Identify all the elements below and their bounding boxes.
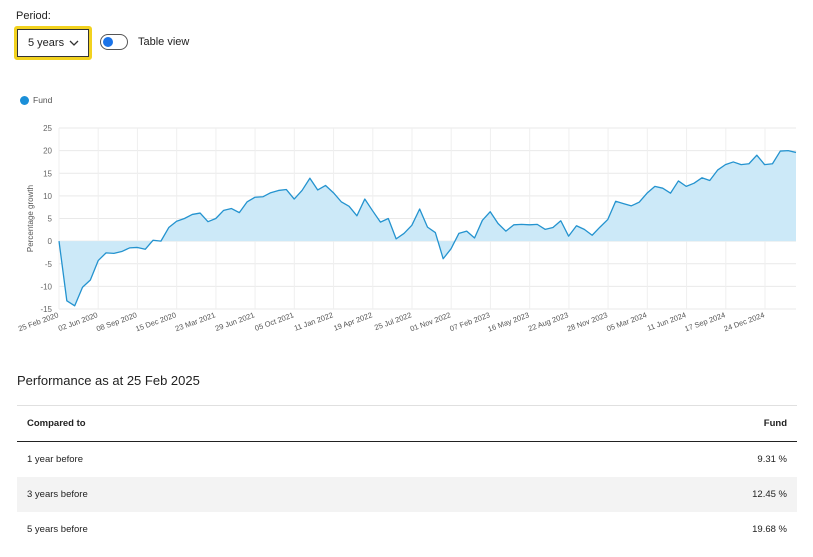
y-tick-label: 10 [43,192,52,201]
chart-grid [58,127,796,310]
period-select-value: 5 years [28,37,65,49]
select-border [17,29,89,57]
column-header-fund: Fund [763,418,787,429]
x-tick-label: 24 Dec 2024 [723,310,766,333]
performance-table: Compared to Fund 1 year before 9.31 % 3 … [17,405,797,547]
x-tick-label: 19 Apr 2022 [332,310,373,332]
performance-title: Performance as at 25 Feb 2025 [17,373,200,388]
column-header-compared-to: Compared to [27,418,86,429]
y-tick-label: -10 [40,282,52,291]
row-label: 5 years before [27,524,88,535]
legend-label-fund: Fund [33,95,53,105]
x-tick-label: 02 Jun 2020 [57,310,99,333]
x-tick-label: 15 Dec 2020 [134,310,177,333]
series-line-fund [58,149,797,307]
series-area-fund [59,150,796,306]
x-tick-label: 07 Feb 2023 [448,310,491,333]
table-row: 5 years before 19.68 % [17,512,797,547]
table-view-label: Table view [138,36,190,48]
period-select[interactable]: 5 years [14,26,92,60]
row-value: 9.31 % [757,454,787,465]
x-tick-label: 25 Feb 2020 [17,310,60,333]
x-tick-label: 23 Mar 2021 [174,310,217,333]
x-tick-label: 11 Jun 2024 [646,310,687,332]
y-tick-label: 20 [43,147,52,156]
x-tick-label: 17 Sep 2024 [683,310,726,333]
y-tick-label: 0 [48,237,53,246]
y-tick-label: -15 [40,305,52,314]
chart-series [58,149,797,307]
x-tick-label: 28 Nov 2023 [566,310,609,333]
legend-swatch-fund [20,95,29,105]
row-value: 19.68 % [752,524,787,535]
row-value: 12.45 % [752,489,787,500]
toggle-knob [102,36,113,47]
x-tick-label: 05 Oct 2021 [254,310,295,332]
y-tick-label: 5 [48,215,53,224]
x-tick-label: 05 Mar 2024 [605,310,648,333]
y-tick-label: 15 [43,169,52,178]
x-tick-label: 25 Jul 2022 [373,310,413,332]
table-header-row: Compared to Fund [17,406,797,442]
chevron-down-icon [69,40,79,46]
x-tick-label: 01 Nov 2022 [409,310,452,333]
row-label: 3 years before [27,489,88,500]
y-tick-label: -5 [45,260,53,269]
chart-legend: Fund [20,95,52,105]
table-row: 3 years before 12.45 % [17,477,797,512]
x-tick-label: 11 Jan 2022 [293,310,334,332]
x-tick-label: 08 Sep 2020 [95,310,138,333]
period-label: Period: [16,10,51,22]
table-view-toggle[interactable] [100,34,128,50]
y-tick-label: 25 [43,124,52,133]
y-axis-label: Percentage growth [26,185,35,252]
table-row: 1 year before 9.31 % [17,442,797,477]
x-tick-label: 16 May 2023 [487,310,531,333]
x-tick-label: 22 Aug 2023 [527,310,570,333]
row-label: 1 year before [27,454,83,465]
x-tick-label: 29 Jun 2021 [214,310,256,333]
